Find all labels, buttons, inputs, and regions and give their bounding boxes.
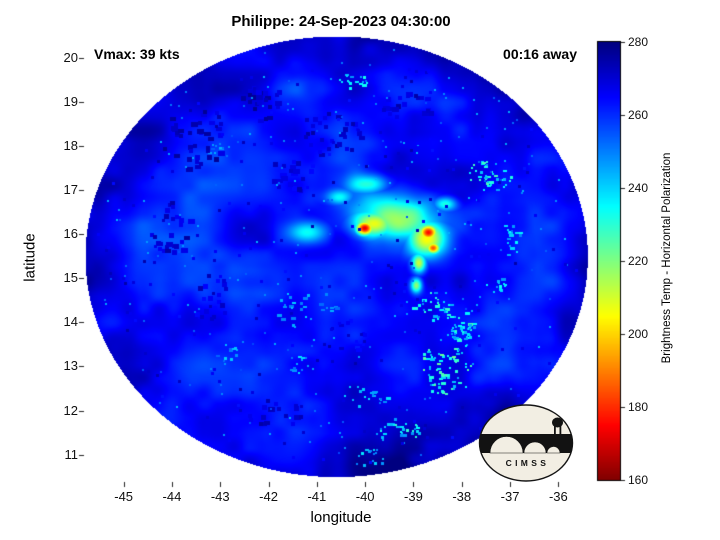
x-tick-label: -43 <box>210 489 230 504</box>
logo-text: C I M S S <box>506 458 547 468</box>
x-axis-label: longitude <box>310 509 372 526</box>
y-tick-label: 20 <box>63 50 78 66</box>
y-tick-label: 11 <box>64 446 79 462</box>
colorbar-tick-label: 160 <box>628 473 649 487</box>
x-tick-label: -44 <box>162 489 182 504</box>
x-tick-label: -36 <box>548 489 568 504</box>
colorbar-label: Brightness Temp - Horizontal Polarizatio… <box>661 152 673 364</box>
colorbar-tick-label: 180 <box>628 400 649 414</box>
radome-dome-large-icon <box>489 436 524 454</box>
x-tick-label: -41 <box>307 489 327 504</box>
y-tick-label: 12 <box>63 402 78 418</box>
x-tick-label: -38 <box>452 489 472 504</box>
y-tick-label: 18 <box>63 138 78 154</box>
time-offset-annotation: 00:16 away <box>503 46 577 62</box>
y-tick-label: 16 <box>63 226 78 242</box>
y-tick-label: 17 <box>63 182 78 198</box>
x-tick-label: -37 <box>500 489 520 504</box>
water-tower-icon <box>552 417 563 435</box>
y-tick-label: 15 <box>63 270 78 286</box>
y-tick-label: 13 <box>63 358 78 374</box>
radome-dome-medium-icon <box>523 441 547 454</box>
radome-dome-small-icon <box>546 446 561 454</box>
colorbar-tick-label: 200 <box>628 327 649 341</box>
colorbar-tick-label: 280 <box>628 35 649 49</box>
x-tick-label: -42 <box>259 489 278 504</box>
colorbar-tick-label: 240 <box>628 181 649 195</box>
chart-title: Philippe: 24-Sep-2023 04:30:00 <box>231 13 451 30</box>
y-axis-label: latitude <box>21 233 39 282</box>
x-tick-label: -39 <box>404 489 423 504</box>
x-tick-label: -40 <box>355 489 375 504</box>
cimss-logo: C I M S S <box>478 404 574 482</box>
vmax-annotation: Vmax: 39 kts <box>94 46 180 62</box>
x-tick-label: -45 <box>114 489 134 504</box>
colorbar-tick-label: 260 <box>628 108 649 122</box>
y-tick-label: 19 <box>63 94 78 110</box>
colorbar-tick-label: 220 <box>628 254 649 268</box>
y-tick-label: 14 <box>63 314 78 330</box>
